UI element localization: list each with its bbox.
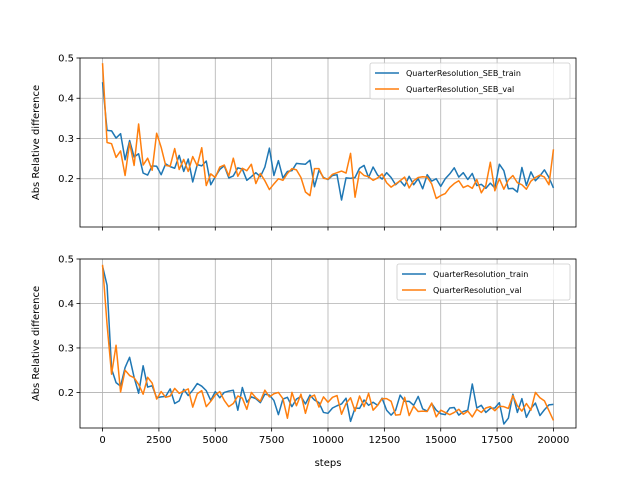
x-tick-label: 2500 xyxy=(146,435,171,446)
x-tick-label: 15000 xyxy=(425,435,457,446)
top-subplot: 0.2 0.3 0.4 0.5 Abs Relative difference Quart… xyxy=(31,54,577,231)
series-line-QuarterResolution_val xyxy=(101,264,555,421)
x-tick-label: 7500 xyxy=(259,435,284,446)
y-tick-label: 0.5 xyxy=(58,255,74,266)
legend-label: QuarterResolution_SEB_train xyxy=(406,69,521,78)
series-line-QuarterResolution_SEB_val xyxy=(101,63,555,200)
legend-label: QuarterResolution_val xyxy=(433,286,522,295)
y-tick-label: 0.2 xyxy=(58,174,74,185)
legend-label: QuarterResolution_train xyxy=(433,270,528,279)
y-tick-label: 0.3 xyxy=(58,134,74,145)
x-tick-label: 5000 xyxy=(203,435,228,446)
y-tick-label: 0.5 xyxy=(58,54,74,65)
x-axis-label: steps xyxy=(315,458,342,469)
legend-label: QuarterResolution_SEB_val xyxy=(406,85,514,94)
y-tick-label: 0.4 xyxy=(58,94,74,105)
y-tick-label: 0.2 xyxy=(58,388,74,399)
x-tick-label: 12500 xyxy=(368,435,400,446)
legend-box xyxy=(396,263,571,301)
x-tick-label: 20000 xyxy=(538,435,570,446)
y-tick-label: 0.4 xyxy=(58,299,74,310)
y-axis-label: Abs Relative difference xyxy=(31,286,42,401)
legend-box xyxy=(369,62,571,100)
series-line-QuarterResolution_train xyxy=(101,265,554,425)
x-tick-label: 0 xyxy=(99,435,105,446)
x-tick-label: 10000 xyxy=(312,435,344,446)
y-axis-label: Abs Relative difference xyxy=(31,85,42,200)
y-tick-label: 0.3 xyxy=(58,343,74,354)
bottom-subplot: 0 2500 5000 7500 10000 12500 15000 17500 20000 0.… xyxy=(31,255,577,469)
x-tick-label: 17500 xyxy=(481,435,513,446)
